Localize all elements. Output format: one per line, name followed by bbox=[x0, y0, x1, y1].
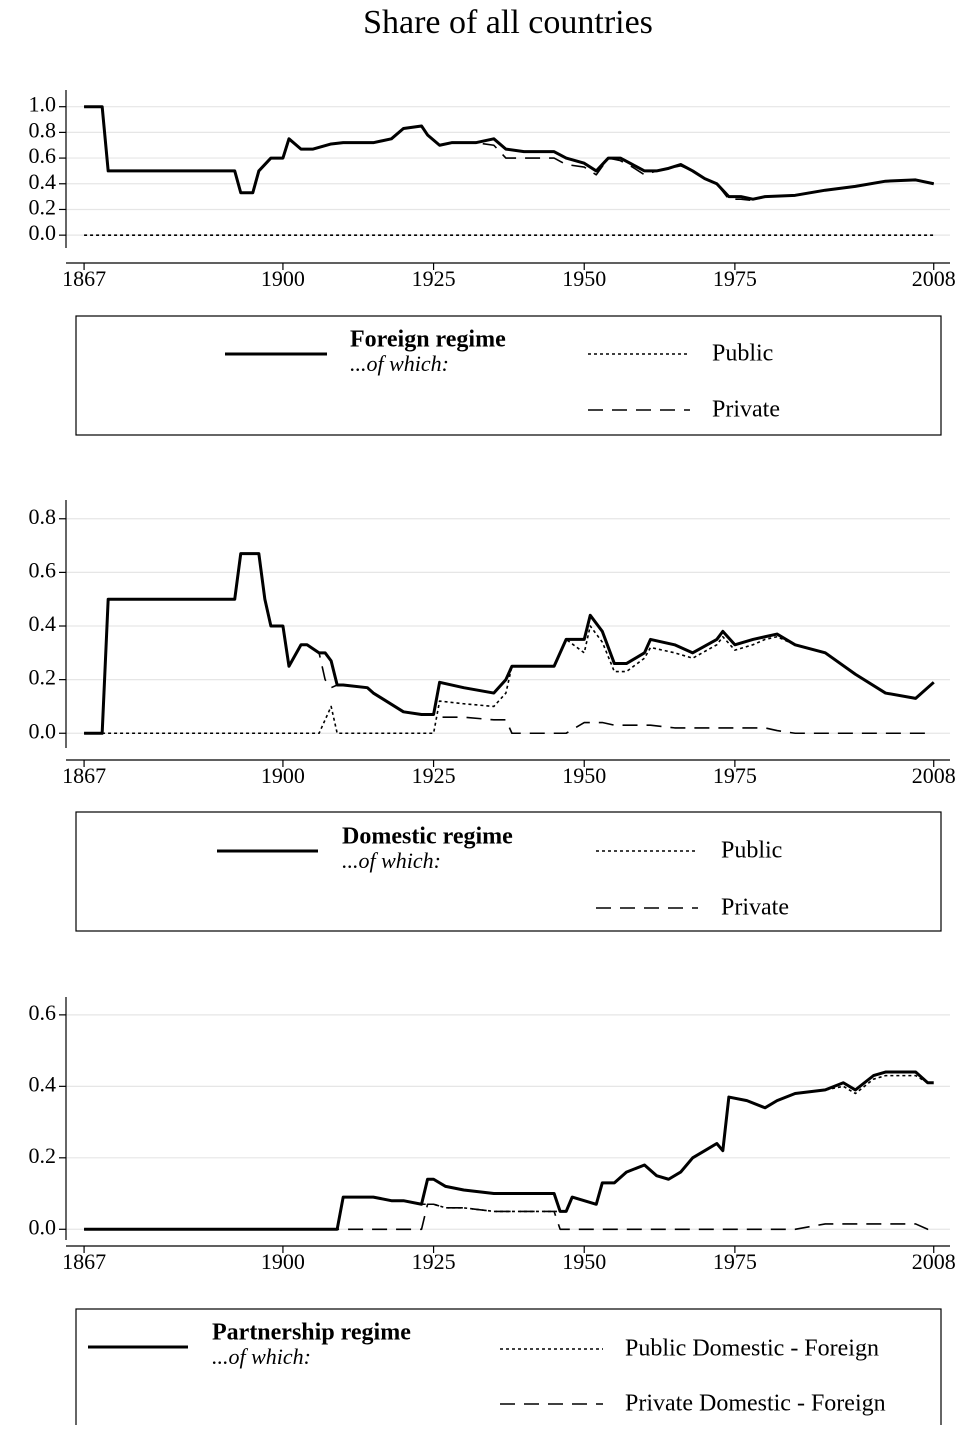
x-tick-label: 1867 bbox=[62, 266, 106, 291]
x-tick-label: 2008 bbox=[912, 1249, 956, 1274]
x-tick-label: 1950 bbox=[562, 1249, 606, 1274]
legend-note: ...of which: bbox=[350, 351, 449, 376]
series-line bbox=[84, 105, 934, 202]
x-tick-label: 1950 bbox=[562, 266, 606, 291]
y-tick-label: 0.4 bbox=[29, 169, 57, 194]
x-tick-label: 1950 bbox=[562, 763, 606, 788]
series-line bbox=[84, 625, 935, 735]
legend-label: Private Domestic - Foreign bbox=[625, 1391, 886, 1417]
x-tick-label: 1900 bbox=[261, 1249, 305, 1274]
y-tick-label: 0.6 bbox=[29, 1000, 57, 1025]
x-tick-label: 1975 bbox=[713, 266, 757, 291]
x-tick-label: 1867 bbox=[62, 1249, 106, 1274]
legend-label: Public Domestic - Foreign bbox=[625, 1336, 879, 1362]
x-tick-label: 1900 bbox=[261, 763, 305, 788]
series-line bbox=[84, 1074, 934, 1231]
x-tick-label: 2008 bbox=[912, 763, 956, 788]
legend-note: ...of which: bbox=[212, 1344, 311, 1369]
legend-label: Domestic regime bbox=[342, 824, 513, 850]
legend-label: Private bbox=[721, 895, 789, 921]
y-tick-label: 0.2 bbox=[29, 195, 57, 220]
x-tick-label: 1925 bbox=[412, 1249, 456, 1274]
x-tick-label: 1975 bbox=[713, 763, 757, 788]
x-tick-label: 1867 bbox=[62, 763, 106, 788]
chart-title: Share of all countries bbox=[363, 4, 653, 41]
y-tick-label: 0.4 bbox=[29, 611, 57, 636]
legend-label: Public bbox=[721, 838, 782, 864]
series-line bbox=[84, 1203, 934, 1231]
legend-label: Public bbox=[712, 341, 773, 367]
y-tick-label: 0.0 bbox=[29, 1214, 57, 1239]
series-line bbox=[84, 552, 934, 735]
x-tick-label: 1975 bbox=[713, 1249, 757, 1274]
y-tick-label: 0.8 bbox=[29, 504, 57, 529]
y-tick-label: 1.0 bbox=[29, 92, 57, 117]
series-line bbox=[84, 105, 935, 201]
x-tick-label: 1900 bbox=[261, 266, 305, 291]
y-tick-label: 0.8 bbox=[29, 117, 57, 142]
y-tick-label: 0.2 bbox=[29, 1143, 57, 1168]
legend-box bbox=[75, 315, 942, 436]
legend-label: Partnership regime bbox=[212, 1320, 411, 1346]
x-tick-label: 2008 bbox=[912, 266, 956, 291]
legend-label: Foreign regime bbox=[350, 327, 506, 353]
y-tick-label: 0.6 bbox=[29, 143, 57, 168]
legend-note: ...of which: bbox=[342, 848, 441, 873]
legend-box bbox=[75, 811, 942, 932]
y-tick-label: 0.0 bbox=[29, 718, 57, 743]
series-line bbox=[84, 552, 935, 735]
x-tick-label: 1925 bbox=[412, 763, 456, 788]
x-tick-label: 1925 bbox=[412, 266, 456, 291]
series-line bbox=[84, 1070, 934, 1231]
y-tick-label: 0.6 bbox=[29, 557, 57, 582]
y-tick-label: 0.2 bbox=[29, 665, 57, 690]
legend-label: Private bbox=[712, 397, 780, 423]
y-tick-label: 0.4 bbox=[29, 1071, 57, 1096]
y-tick-label: 0.0 bbox=[29, 220, 57, 245]
